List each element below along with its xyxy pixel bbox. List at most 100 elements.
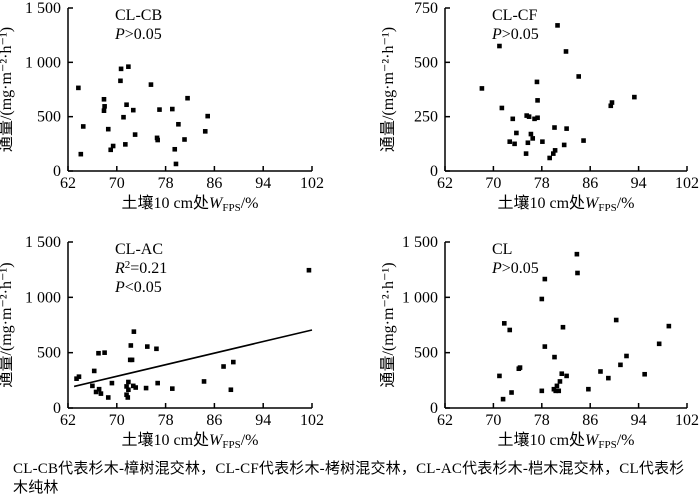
data-point [552, 148, 558, 153]
panel-title: CL-CF [492, 7, 537, 24]
data-point [145, 344, 150, 349]
data-point [642, 371, 647, 377]
data-point [575, 270, 580, 276]
data-point [552, 125, 557, 130]
x-axis-label: 土壤10 cm处WFPS/% [497, 430, 634, 451]
data-point [132, 132, 138, 137]
data-point [185, 95, 190, 101]
y-tick-label: 250 [414, 109, 438, 126]
scatter-panel-cl-ac: 62 70 78 86 94 102 0 500 1 000 1 500 土壤10 cm处WFPS/… [0, 234, 324, 451]
data-point [170, 106, 175, 112]
x-axis-label: 土壤10 cm处WFPS/% [497, 193, 634, 214]
data-point [586, 386, 591, 392]
data-point [205, 113, 210, 119]
x-tick-label: 78 [534, 412, 550, 429]
x-tick-label: 78 [158, 412, 174, 429]
data-point [306, 267, 312, 273]
data-point [126, 379, 131, 385]
x-axis-label: 土壤10 cm处WFPS/% [121, 430, 258, 451]
data-point [542, 344, 548, 349]
x-tick-label: 94 [255, 175, 271, 192]
axes [444, 7, 688, 172]
tick-labels: 62 70 78 86 94 102 0 500 1 000 1 500 [25, 234, 324, 429]
data-point [539, 388, 545, 394]
scatter-panel-cl-cf: 62 70 78 86 94 102 0 250 500 750 土壤10 cm处WFPS/% 通量/… [379, 0, 699, 214]
y-axis-label: 通量/(mg·m⁻²·h⁻¹) [0, 262, 15, 387]
data-point [525, 140, 531, 146]
data-point [517, 365, 523, 370]
data-point [154, 346, 159, 352]
data-point [98, 391, 104, 396]
data-point [93, 389, 99, 395]
data-point [125, 395, 131, 400]
data-point [76, 374, 82, 379]
data-points [497, 251, 672, 402]
tick-labels: 62 70 78 86 94 102 0 500 1 000 1 500 [402, 234, 699, 429]
y-tick-label: 500 [414, 345, 438, 362]
data-point [221, 364, 226, 369]
data-point [101, 96, 107, 102]
panel-title: CL-AC [115, 241, 163, 258]
data-point [501, 321, 507, 326]
data-point [532, 116, 537, 122]
data-point [118, 78, 123, 84]
data-point [530, 136, 536, 141]
figure-caption: CL-CB代表杉木-樟树混交林，CL-CF代表杉木-栲树混交林，CL-AC代表杉… [13, 461, 685, 496]
data-point [74, 376, 79, 381]
data-point [613, 317, 619, 323]
data-point [550, 151, 556, 156]
x-tick-label: 62 [60, 175, 76, 192]
y-tick-label: 1 000 [25, 289, 61, 306]
data-point [632, 94, 637, 100]
data-point [535, 98, 540, 103]
data-point [500, 396, 506, 402]
data-point [499, 105, 505, 111]
data-point [182, 137, 187, 142]
y-tick-label: 500 [37, 345, 61, 362]
data-point [101, 108, 107, 113]
data-point [561, 142, 567, 148]
trend-line [73, 329, 313, 388]
data-point [121, 114, 126, 120]
data-points [74, 267, 312, 400]
data-point [534, 79, 540, 85]
data-point [231, 359, 236, 365]
y-tick-label: 0 [53, 163, 61, 180]
data-point [609, 100, 615, 105]
data-point [124, 392, 129, 398]
x-tick-label: 70 [109, 412, 125, 429]
stat-annotation: P>0.05 [491, 26, 539, 43]
data-point [155, 380, 160, 386]
data-point [581, 138, 586, 143]
data-points [76, 64, 210, 167]
data-point [143, 385, 149, 391]
y-axis-label: 通量/(mg·m⁻²·h⁻¹) [379, 27, 397, 152]
data-point [110, 143, 116, 149]
x-tick-label: 94 [255, 412, 271, 429]
x-axis-label: 土壤10 cm处WFPS/% [121, 193, 258, 214]
data-point [555, 23, 560, 28]
stat-annotation: P<0.05 [114, 279, 162, 296]
scatter-panel-cl-cb: 62 70 78 86 94 102 0 500 1 000 1 500 土壤10 cm处WFPS/… [0, 0, 324, 214]
x-tick-label: 86 [206, 175, 222, 192]
data-point [560, 324, 566, 330]
data-point [170, 386, 175, 391]
data-point [148, 82, 154, 87]
data-point [598, 369, 603, 374]
axes [444, 241, 688, 409]
y-tick-label: 1 000 [402, 289, 438, 306]
data-point [552, 354, 557, 360]
data-point [528, 131, 534, 137]
x-tick-label: 62 [437, 175, 453, 192]
data-point [126, 387, 131, 393]
data-point [656, 341, 662, 347]
data-point [201, 379, 207, 384]
data-point [109, 380, 115, 386]
data-point [80, 124, 86, 129]
data-point [172, 146, 178, 152]
data-point [624, 353, 629, 359]
y-tick-label: 0 [430, 400, 438, 417]
data-point [535, 115, 540, 121]
data-point [507, 139, 513, 144]
